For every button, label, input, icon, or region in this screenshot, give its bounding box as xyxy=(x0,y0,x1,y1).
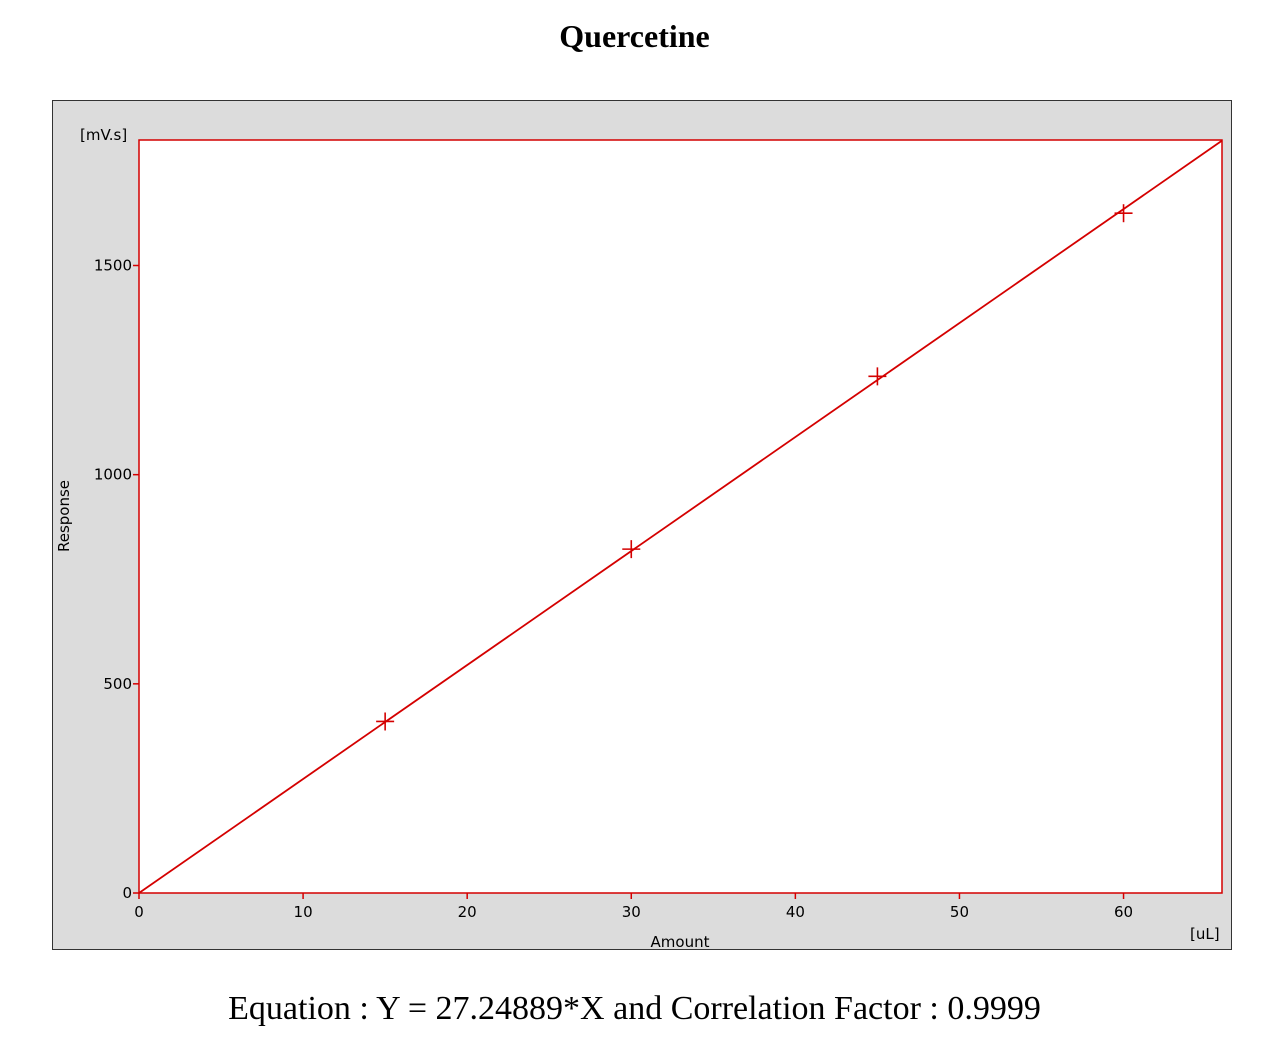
x-tick-label: 20 xyxy=(458,903,477,921)
x-tick-label: 0 xyxy=(134,903,144,921)
y-tick-label: 1500 xyxy=(94,257,132,275)
y-tick-label: 1000 xyxy=(94,466,132,484)
data-point-marker xyxy=(376,712,395,731)
equation-caption: Equation : Y = 27.24889*X and Correlatio… xyxy=(228,990,1041,1027)
y-tick-label: 0 xyxy=(122,884,132,902)
y-tick-label: 500 xyxy=(103,675,132,693)
x-tick-label: 10 xyxy=(294,903,313,921)
x-axis-unit: [uL] xyxy=(1190,925,1220,943)
data-point-marker xyxy=(868,367,887,386)
fit-line xyxy=(138,139,1223,894)
data-point-marker xyxy=(1114,204,1133,223)
x-axis-label: Amount xyxy=(651,933,710,951)
y-axis-unit: [mV.s] xyxy=(80,126,127,144)
x-tick-label: 50 xyxy=(950,903,969,921)
x-tick-label: 30 xyxy=(622,903,641,921)
y-axis-label: Response xyxy=(55,480,73,552)
data-point-marker xyxy=(622,540,641,559)
x-tick-label: 40 xyxy=(786,903,805,921)
chart-title: Quercetine xyxy=(559,18,710,54)
x-tick-label: 60 xyxy=(1114,903,1133,921)
